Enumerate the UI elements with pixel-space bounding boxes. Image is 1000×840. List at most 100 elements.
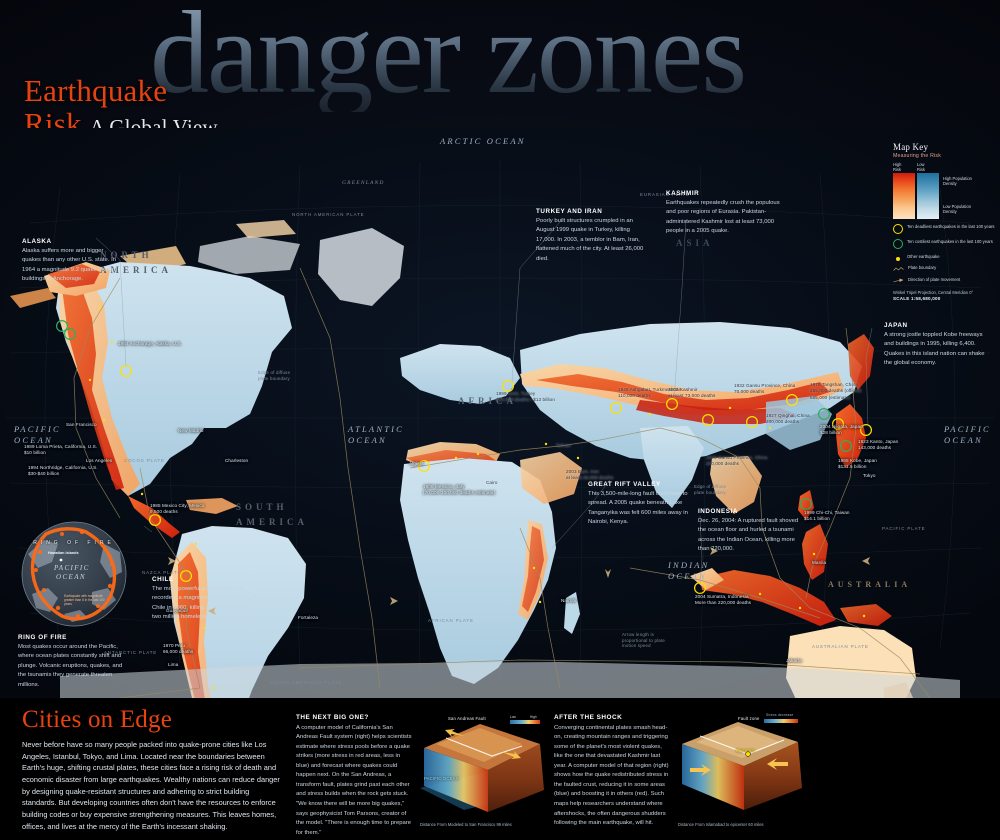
plate-label-antarctic: ANTARCTIC PLATE <box>104 650 158 655</box>
map-key-density-ramp <box>917 173 939 220</box>
map-key-high-density-note: High Population Density <box>943 176 972 187</box>
map-key-label-deadliest: Ten deadliest earthquakes in the last 10… <box>907 223 995 229</box>
q-sumatra: 2004 Sumatra, Indonesia More than 220,00… <box>695 594 752 606</box>
other-quake-dot-icon <box>896 256 900 261</box>
continent-label-north-america: NORTH AMERICA <box>100 250 172 276</box>
continent-label-africa: AFRICA <box>458 396 517 406</box>
callout-ring-of-fire-heading: RING OF FIRE <box>18 634 67 641</box>
deadliest-quake-ring-icon <box>893 224 903 235</box>
callout-leader-lines <box>95 219 873 585</box>
panel-next-big-one-body: A computer model of California's San And… <box>296 724 412 836</box>
diagram-san-andreas-ocean-label: PACIFIC OCEAN <box>424 776 459 781</box>
cities-on-edge-body: Never before have so many people packed … <box>22 740 280 831</box>
plate-motion-arrow-icon <box>893 278 904 283</box>
panel-next-big-one: THE NEXT BIG ONE? A computer model of Ca… <box>296 714 414 838</box>
globe-svg <box>21 521 127 627</box>
map-key-high-risk-label: High Risk <box>893 162 902 173</box>
plate-label-diffuse-east: Edge of diffuse plate boundary <box>694 484 727 495</box>
map-key-item-boundary[interactable]: Plate boundary <box>893 265 997 272</box>
map-key[interactable]: Map Key Measuring the Risk High Risk Low R… <box>893 142 997 301</box>
callout-indonesia-body: Dec. 26, 2004: A ruptured fault shoved t… <box>698 517 799 553</box>
q-kobe: 1995 Kobe, Japan $131.5 billion <box>838 458 877 470</box>
diagram-kashmir-epicenter-label: Epicenter <box>736 748 756 753</box>
diagram-san-andreas-caption: Distance From Modeled to San Francisco 9… <box>420 821 512 827</box>
map-key-title: Map Key <box>893 142 929 152</box>
diagram-san-andreas[interactable]: Low High San Andreas Fault PACIFIC OCEAN… <box>418 714 546 827</box>
q-mexico-city: 1985 Mexico City, Mexico 9,500 deaths <box>150 503 205 515</box>
world-map[interactable]: ARCTIC OCEAN PACIFIC OCEAN ATLANTIC OCEA… <box>0 128 1000 698</box>
panel-next-big-one-heading: THE NEXT BIG ONE? <box>296 714 369 721</box>
plate-label-south-american: SOUTH AMERICAN PLATE <box>270 680 343 685</box>
plate-label-australian: AUSTRALIAN PLATE <box>812 644 869 649</box>
bottom-bar: Cities on Edge Never before have so many… <box>0 698 1000 840</box>
q-san-francisco: San Francisco <box>66 422 97 427</box>
diagram-san-andreas-fault-label: San Andreas Fault <box>448 716 486 721</box>
globe-label-ring-of-fire: RING OF FIRE <box>33 540 115 546</box>
callout-japan: JAPAN A strong jostle toppled Kobe freew… <box>884 322 992 369</box>
map-key-item-motion[interactable]: Direction of plate movement <box>893 277 997 284</box>
q-loma-prieta: 1989 Loma Prieta, California, U.S. $10 b… <box>24 444 98 456</box>
world-map-svg <box>0 128 1000 698</box>
ocean-label-pacific-west: PACIFIC OCEAN <box>14 424 61 446</box>
plate-label-nazca: NAZCA PLATE <box>142 570 182 575</box>
continent-label-australia: AUSTRALIA <box>828 580 912 589</box>
plate-label-north-american: NORTH AMERICAN PLATE <box>292 212 365 217</box>
q-algiers: Algiers <box>409 461 424 466</box>
diagram-san-andreas-svg: Low High <box>418 714 546 818</box>
map-key-item-other[interactable]: Other earthquake <box>893 254 997 261</box>
panel-after-the-shock-heading: AFTER THE SHOCK <box>554 714 623 721</box>
region-label-greenland: GREENLAND <box>342 180 385 186</box>
map-key-item-costliest[interactable]: Ten costliest earthquakes in the last 10… <box>893 239 997 250</box>
plate-label-diffuse-west: Edge of diffuse plate boundary <box>258 370 291 381</box>
q-peru-1970: 1970 Peru 66,000 deaths <box>163 643 194 655</box>
map-key-item-deadliest[interactable]: Ten deadliest earthquakes in the last 10… <box>893 224 997 235</box>
diagram-kashmir[interactable]: Fault zone Epicenter Stress decrease Dis… <box>676 713 804 827</box>
diagram-kashmir-scale-low: Stress decrease <box>766 713 794 717</box>
ocean-label-pacific-east: PACIFIC OCEAN <box>944 424 991 446</box>
q-cairo: Cairo <box>486 480 498 485</box>
callout-great-rift-valley: GREAT RIFT VALLEY This 3,500-mile-long f… <box>588 481 694 528</box>
ring-of-fire-globe[interactable]: RING OF FIRE Hawaiian Islands PACIFIC OC… <box>18 518 130 630</box>
callout-ring-of-fire: RING OF FIRE Most quakes occur around th… <box>18 634 124 690</box>
plate-label-cocos: COCOS PLATE <box>124 458 165 463</box>
callout-japan-heading: JAPAN <box>884 322 908 329</box>
callout-great-rift-valley-body: This 3,500-mile-long fault continues to … <box>588 490 688 526</box>
ocean-label-arctic: ARCTIC OCEAN <box>440 136 526 146</box>
panel-after-the-shock: AFTER THE SHOCK Converging continental p… <box>554 714 672 829</box>
q-fortaleza: Fortaleza <box>298 615 319 620</box>
plate-motion-arrows <box>158 547 880 615</box>
ghost-title: danger zones <box>150 0 747 112</box>
svg-text:Low: Low <box>510 715 517 719</box>
callout-great-rift-valley-heading: GREAT RIFT VALLEY <box>588 481 661 488</box>
map-key-subtitle: Measuring the Risk <box>893 153 942 159</box>
q-niigata: 2004 Niigata, Japan $28 billion <box>820 424 863 436</box>
diagram-kashmir-svg <box>676 714 804 818</box>
callout-turkey-iran: TURKEY AND IRAN Poorly built structures … <box>536 208 648 264</box>
q-messina: 1908 Messina, Italy (70,000-100,000 deat… <box>423 484 496 496</box>
q-nairobi: Nairobi <box>561 598 577 603</box>
callout-chile-heading: CHILE <box>152 576 174 583</box>
costliest-quake-ring-icon <box>893 239 903 250</box>
q-guayaquil: Guayaquil <box>166 608 188 613</box>
callout-indonesia: INDONESIA Dec. 26, 2004: A ruptured faul… <box>698 508 806 555</box>
q-charleston: Charleston <box>225 458 249 463</box>
continent-label-south-america: SOUTH AMERICA <box>236 502 308 528</box>
q-tangshan: 1976 Tangshan, China 255,000 deaths (off… <box>810 382 862 400</box>
callout-japan-body: A strong jostle toppled Kobe freeways an… <box>884 331 985 367</box>
q-gansu-1920: 1920 Gansu Province, China 200,000 death… <box>706 455 768 467</box>
callout-kashmir-heading: KASHMIR <box>666 190 700 197</box>
q-los-angeles: Los Angeles <box>86 458 113 463</box>
map-key-label-motion: Direction of plate movement <box>908 276 961 282</box>
callout-alaska-heading: ALASKA <box>22 238 52 245</box>
plate-label-african: AFRICAN PLATE <box>428 618 474 623</box>
plate-label-eurasian: EURASIAN PLATE <box>640 192 690 197</box>
quake-markers[interactable] <box>55 306 940 698</box>
title-line-1: Earthquake <box>24 73 168 108</box>
callout-alaska: ALASKA Alaska suffers more and bigger qu… <box>22 238 120 285</box>
ocean-label-indian: INDIAN OCEAN <box>668 560 710 582</box>
map-key-ramp-headers: High Risk Low Risk <box>893 162 997 172</box>
q-qinghai-1927: 1927 Qinghai, China 200,000 deaths <box>766 413 810 425</box>
globe-label-pacific: PACIFIC <box>54 564 90 572</box>
globe-label-ocean: OCEAN <box>56 573 86 581</box>
